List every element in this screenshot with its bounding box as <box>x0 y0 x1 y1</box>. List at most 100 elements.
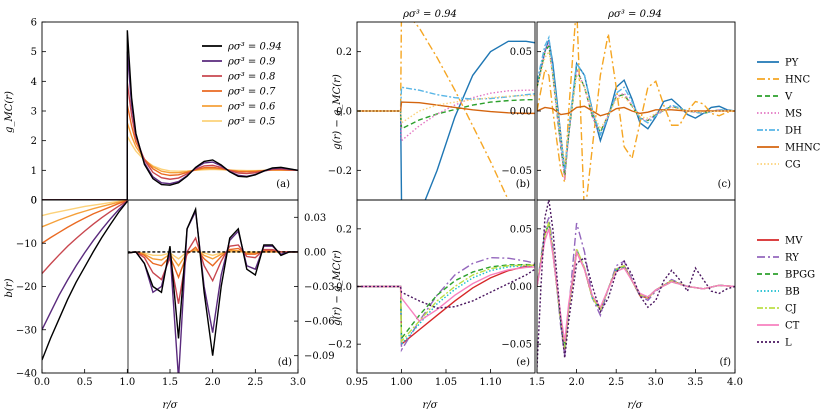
panel-d-outer-line <box>128 209 298 373</box>
legend-label: ρσ³ = 0.6 <box>227 102 276 113</box>
panel-b-ylabel: g(r) − g_MC(r) <box>332 74 343 150</box>
legend-label: ρσ³ = 0.94 <box>227 42 282 53</box>
panel-d-x-tick-label: 3.0 <box>290 377 306 388</box>
legend-label: BB <box>785 287 800 298</box>
panel-d-inner-line <box>42 200 128 217</box>
panel-f-line <box>537 221 735 349</box>
panel-f-x-tick-label: 3.5 <box>687 377 703 388</box>
legend-label: CG <box>785 160 801 171</box>
panel-d-yright-tick-label: −0.06 <box>304 317 335 328</box>
panel-e-y-tick-label: −0.2 <box>328 340 352 351</box>
panel-b-line <box>357 89 535 143</box>
panel-e-y-tick-label: 0.0 <box>336 282 352 293</box>
panel-d-yright-tick-label: −0.09 <box>304 351 335 362</box>
panel-e-ylabel: g(r) − g_MC(r) <box>332 250 343 326</box>
panel-b-y-tick-label: 0.2 <box>336 47 352 58</box>
panel-d-yleft-tick-label: −10 <box>16 239 37 250</box>
panel-b-title: ρσ³ = 0.94 <box>402 9 457 20</box>
panel-f-line <box>537 200 735 368</box>
legend-label: MS <box>785 109 802 120</box>
panel-d-inner-line <box>42 200 128 331</box>
legend-label: ρσ³ = 0.5 <box>227 117 275 128</box>
panel-d-yright-tick-label: 0.03 <box>304 213 326 224</box>
panel-b-line <box>357 86 535 112</box>
panel-d-ylabel: b(r) <box>4 278 15 297</box>
panel-d-yright-tick-label: 0.00 <box>304 247 326 258</box>
panel-a-y-tick-label: 4 <box>31 77 37 88</box>
panel-f-x-tick-label: 1.5 <box>529 377 545 388</box>
panel-letter-d: (d) <box>278 357 292 368</box>
panel-e-line <box>357 263 535 341</box>
panel-f-x-tick-label: 3.0 <box>648 377 664 388</box>
panel-b-y-tick-label: 0.0 <box>336 107 352 118</box>
panel-a-y-tick-label: 2 <box>31 136 37 147</box>
panel-b-line <box>357 40 535 200</box>
legend-label: L <box>785 338 792 349</box>
panel-e-series <box>357 256 535 353</box>
panel-c-line <box>537 34 735 171</box>
panel-e-line <box>357 266 535 323</box>
panel-f-y-tick-label: 0.00 <box>510 282 532 293</box>
panel-e-line <box>357 264 535 344</box>
panel-d-outer-line <box>128 246 298 280</box>
legend-label: V <box>784 92 793 103</box>
panel-a-line <box>42 82 298 200</box>
panel-b-y-tick-label: −0.2 <box>328 166 352 177</box>
panel-d-inner-line <box>42 200 128 361</box>
legend-label: ρσ³ = 0.7 <box>227 87 276 98</box>
legend-label: PY <box>785 58 799 69</box>
panel-a-y-tick-label: 5 <box>31 47 37 58</box>
panel-e-line <box>357 256 535 353</box>
panel-a-line <box>42 30 298 200</box>
panel-a-line <box>42 122 298 200</box>
panel-d-yright-tick-label: −0.03 <box>304 282 335 293</box>
panel-e-x-tick-label: 1.05 <box>435 377 457 388</box>
panel-d-yleft-tick-label: −20 <box>16 282 37 293</box>
panel-a-y-tick-label: 1 <box>31 166 37 177</box>
panel-d-outer-line <box>128 236 298 304</box>
panel-f-legend: MV RY BPGG BB CJ CT L <box>757 236 815 349</box>
panel-b-line <box>357 94 535 125</box>
legend-label: ρσ³ = 0.9 <box>227 57 276 68</box>
legend-label: MV <box>785 236 803 247</box>
panel-f-xlabel: r/σ <box>628 400 644 411</box>
legend-label: CJ <box>785 304 797 315</box>
panel-d-yleft-tick-label: −30 <box>16 325 37 336</box>
panel-c-line <box>537 22 735 200</box>
panel-f-x-tick-label: 4.0 <box>727 377 743 388</box>
panel-d-x-tick-label: 0.5 <box>77 377 93 388</box>
panel-d-xlabel: r/σ <box>163 400 179 411</box>
legend-label: HNC <box>785 75 810 86</box>
panel-d-outer-line <box>128 206 298 356</box>
panel-f-y-tick-label: 0.05 <box>510 224 532 235</box>
panel-c-series <box>537 22 735 200</box>
panel-c-line <box>537 39 735 180</box>
panel-c-line <box>537 49 735 165</box>
panel-f-line <box>537 228 735 342</box>
panel-letter-e: (e) <box>516 357 530 368</box>
panel-d-x-tick-label: 1.5 <box>162 377 178 388</box>
legend-label: ρσ³ = 0.8 <box>227 72 275 83</box>
panel-e-x-tick-label: 1.00 <box>390 377 412 388</box>
panel-a-legend: ρσ³ = 0.94 ρσ³ = 0.9 ρσ³ = 0.8 ρσ³ = 0.7 ρσ³… <box>202 42 282 128</box>
panel-c-y-tick-label: 0.05 <box>510 47 532 58</box>
panel-d-x-tick-label: 2.0 <box>205 377 221 388</box>
panel-c-title: ρσ³ = 0.94 <box>607 9 662 20</box>
panel-a-y-tick-label: 3 <box>31 107 37 118</box>
panel-letter-f: (f) <box>719 357 731 368</box>
panel-d-inner-line <box>42 200 128 274</box>
panel-letter-a: (a) <box>276 179 290 190</box>
panel-d-x-tick-label: 1.0 <box>119 377 135 388</box>
panel-a-ylabel: g_MC(r) <box>4 91 15 133</box>
panel-d-frame <box>41 199 299 374</box>
panel-b-line <box>357 22 509 200</box>
legend-label: RY <box>785 253 799 264</box>
panel-letter-b: (b) <box>516 179 530 190</box>
panel-d-x-tick-label: 2.5 <box>247 377 263 388</box>
panel-e-line <box>357 265 535 346</box>
panel-d-inner-line <box>42 200 128 228</box>
panel-f-series <box>537 200 735 368</box>
panel-d-x-tick-label: 0.0 <box>34 377 50 388</box>
panel-a-line <box>42 135 298 200</box>
panel-d-yleft-tick-label: −40 <box>16 369 37 380</box>
